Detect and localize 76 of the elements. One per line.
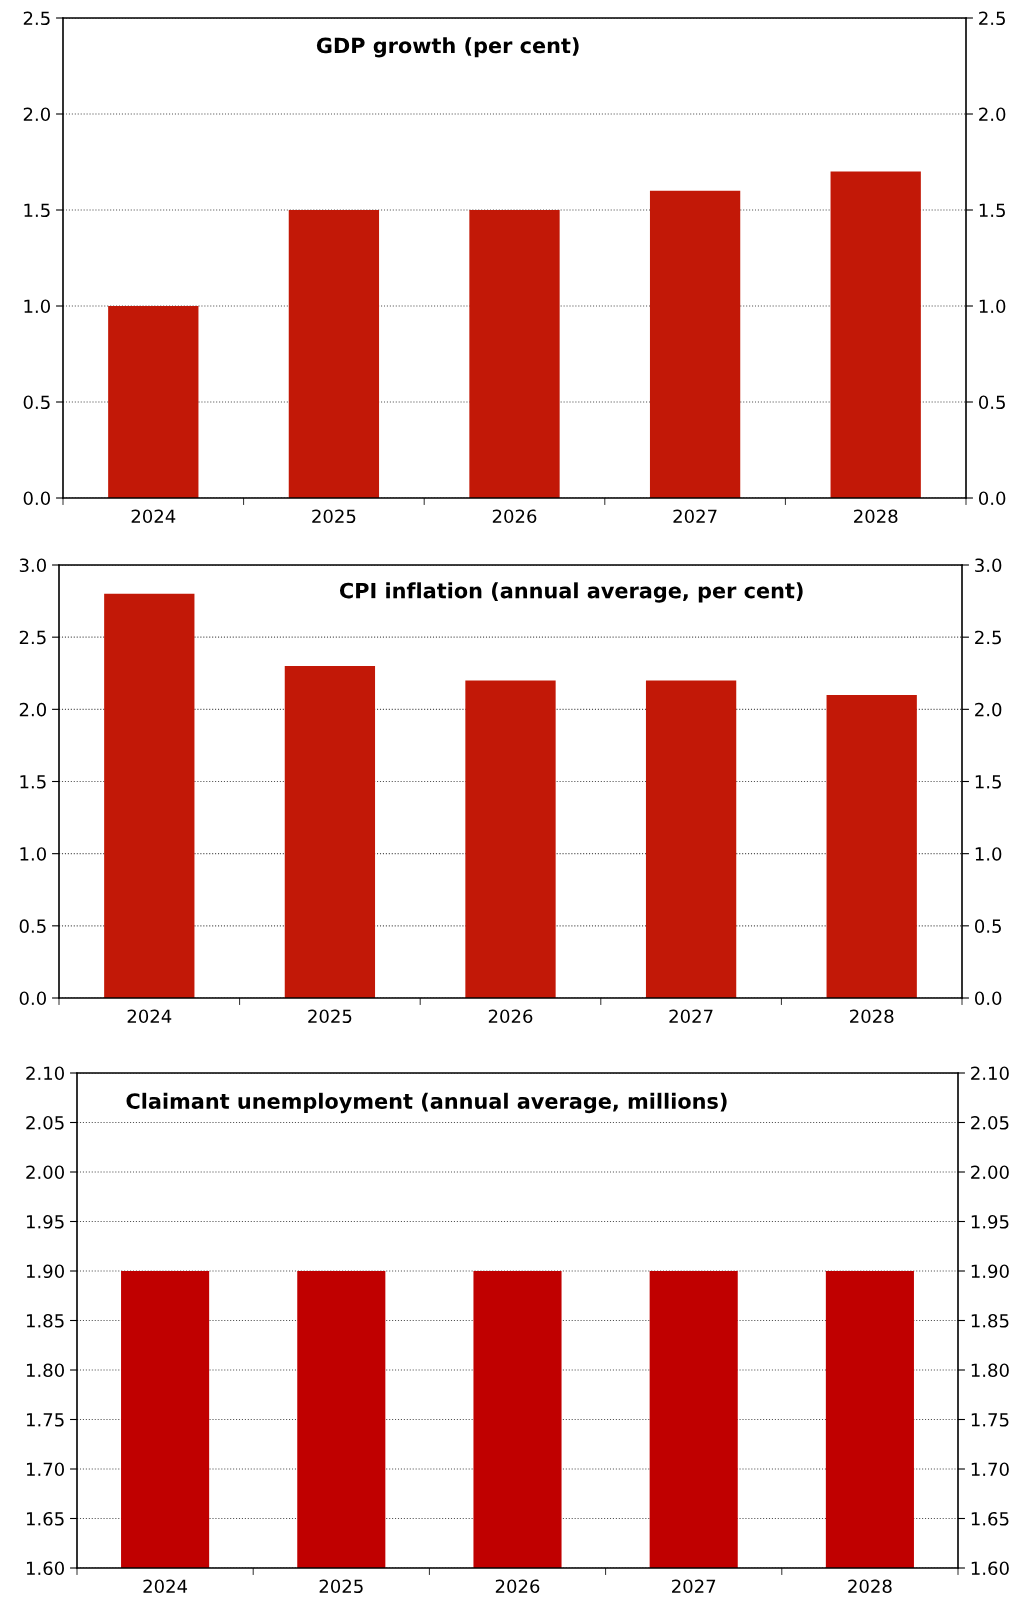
y2-tick-label: 1.75 [971, 1413, 1009, 1427]
y-tick-label: 1.75 [26, 1413, 64, 1427]
y2-tick-label: 1.5 [979, 203, 1005, 218]
y2-tick-label: 1.85 [971, 1313, 1009, 1328]
y-tick-label: 1.60 [26, 1561, 64, 1576]
x-tick-label: 2028 [854, 509, 898, 524]
x-tick-label: 2024 [131, 509, 176, 524]
x-tick-label: 2025 [308, 1009, 352, 1024]
y2-tick-label: 1.95 [971, 1214, 1009, 1229]
y2-tick-label: 2.5 [979, 11, 1005, 26]
y2-tick-label: 1.5 [975, 775, 1001, 789]
y-tick-label: 2.0 [23, 107, 50, 122]
y-tick-label: 2.10 [26, 1066, 64, 1081]
x-tick-label: 2025 [319, 1579, 363, 1594]
y-tick-label: 2.05 [26, 1115, 64, 1130]
y2-tick-label: 3.0 [975, 558, 1002, 573]
x-tick-label: 2027 [672, 1579, 716, 1594]
text: GDP growth (per cent) [316, 37, 579, 58]
x-tick-label: 2028 [848, 1579, 892, 1594]
bar [465, 680, 556, 998]
y2-tick-label: 0.0 [979, 491, 1006, 506]
x-tick-label: 2028 [850, 1009, 894, 1024]
x-tick-label: 2027 [673, 509, 717, 524]
y2-tick-label: 2.10 [971, 1066, 1009, 1081]
y2-tick-label: 1.70 [971, 1462, 1009, 1477]
y2-tick-label: 1.0 [975, 847, 1002, 861]
y-tick-label: 1.95 [26, 1214, 64, 1229]
y-tick-label: 2.0 [19, 702, 46, 717]
y-tick-label: 0.5 [19, 919, 46, 933]
y2-tick-label: 2.5 [975, 630, 1001, 645]
bar [469, 210, 560, 498]
text: CPI inflation (annual average, per cent) [339, 582, 803, 603]
y2-tick-label: 0.5 [975, 919, 1001, 933]
y2-tick-label: 2.0 [975, 702, 1002, 717]
y-tick-label: 0.0 [19, 991, 46, 1006]
y2-tick-label: 1.90 [971, 1264, 1009, 1279]
x-tick-label: 2025 [312, 509, 356, 524]
y-tick-label: 2.5 [19, 630, 46, 645]
y2-tick-label: 0.0 [975, 991, 1002, 1006]
text: Claimant unemployment (annual average, millions) [126, 1092, 727, 1114]
bar [104, 593, 195, 998]
y-tick-label: 1.65 [26, 1511, 64, 1526]
y2-tick-label: 1.60 [971, 1561, 1009, 1576]
bar [288, 210, 380, 498]
y-tick-label: 2.5 [23, 11, 50, 26]
y-tick-label: 1.85 [26, 1313, 64, 1328]
y2-tick-label: 2.0 [979, 107, 1006, 122]
y2-tick-label: 0.5 [979, 395, 1005, 410]
y-tick-label: 2.00 [26, 1165, 64, 1180]
x-tick-label: 2026 [495, 1579, 540, 1594]
y2-tick-label: 2.05 [971, 1115, 1009, 1130]
y-tick-label: 1.5 [24, 203, 50, 218]
bar [108, 306, 199, 498]
y2-tick-label: 1.80 [971, 1363, 1009, 1378]
x-tick-label: 2026 [488, 1009, 533, 1024]
y-tick-label: 1.80 [26, 1363, 64, 1378]
bar [645, 680, 737, 998]
y-tick-label: 3.0 [19, 558, 46, 573]
y2-tick-label: 1.0 [979, 299, 1006, 314]
bar [649, 190, 741, 498]
y-tick-label: 1.90 [26, 1264, 64, 1279]
y2-tick-label: 2.00 [971, 1165, 1009, 1180]
y-tick-label: 1.0 [24, 299, 50, 314]
y-tick-label: 1.0 [20, 847, 46, 861]
y-tick-label: 0.5 [23, 395, 50, 410]
y-tick-label: 1.70 [26, 1462, 64, 1477]
x-tick-label: 2027 [669, 1009, 713, 1024]
y-tick-label: 0.0 [23, 491, 50, 506]
x-tick-label: 2026 [492, 509, 537, 524]
bar [830, 171, 921, 498]
y-tick-label: 1.5 [20, 775, 46, 789]
x-tick-label: 2024 [127, 1009, 172, 1024]
bar [826, 694, 917, 998]
bar [284, 666, 376, 998]
x-tick-label: 2024 [143, 1579, 188, 1594]
y2-tick-label: 1.65 [971, 1511, 1009, 1526]
